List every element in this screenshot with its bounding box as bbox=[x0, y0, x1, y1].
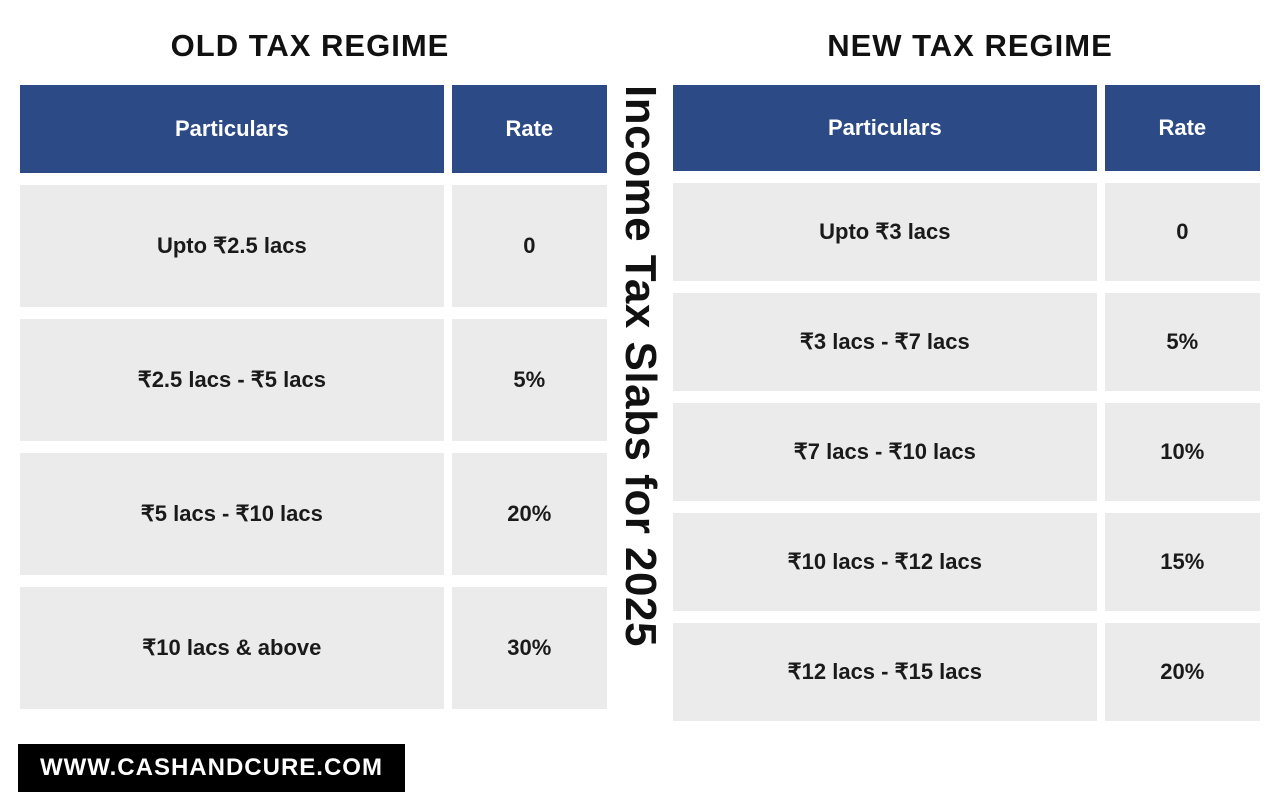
cell-rate: 0 bbox=[452, 185, 607, 307]
table-row: ₹10 lacs - ₹12 lacs15% bbox=[673, 513, 1260, 611]
table-row: Upto ₹2.5 lacs0 bbox=[20, 185, 607, 307]
tables-area: ParticularsRateUpto ₹2.5 lacs0₹2.5 lacs … bbox=[20, 85, 1260, 810]
footer-banner: WWW.CASHANDCURE.COM bbox=[18, 744, 405, 792]
infographic-root: OLD TAX REGIME NEW TAX REGIME Particular… bbox=[0, 0, 1280, 810]
cell-rate: 10% bbox=[1105, 403, 1260, 501]
table-row: ₹3 lacs - ₹7 lacs5% bbox=[673, 293, 1260, 391]
header-rate: Rate bbox=[1105, 85, 1260, 171]
table-header-row: ParticularsRate bbox=[673, 85, 1260, 171]
new-regime-table: ParticularsRateUpto ₹3 lacs0₹3 lacs - ₹7… bbox=[673, 85, 1260, 721]
cell-particulars: ₹10 lacs - ₹12 lacs bbox=[673, 513, 1097, 611]
table-row: Upto ₹3 lacs0 bbox=[673, 183, 1260, 281]
cell-particulars: ₹5 lacs - ₹10 lacs bbox=[20, 453, 444, 575]
table-row: ₹5 lacs - ₹10 lacs20% bbox=[20, 453, 607, 575]
cell-rate: 20% bbox=[452, 453, 607, 575]
header-rate: Rate bbox=[452, 85, 607, 173]
header-particulars: Particulars bbox=[673, 85, 1097, 171]
cell-particulars: Upto ₹3 lacs bbox=[673, 183, 1097, 281]
table-row: ₹12 lacs - ₹15 lacs20% bbox=[673, 623, 1260, 721]
table-row: ₹10 lacs & above30% bbox=[20, 587, 607, 709]
cell-rate: 0 bbox=[1105, 183, 1260, 281]
cell-rate: 5% bbox=[452, 319, 607, 441]
cell-particulars: ₹12 lacs - ₹15 lacs bbox=[673, 623, 1097, 721]
center-column: Income Tax Slabs for 2025 bbox=[607, 85, 673, 647]
old-regime-table: ParticularsRateUpto ₹2.5 lacs0₹2.5 lacs … bbox=[20, 85, 607, 709]
cell-rate: 30% bbox=[452, 587, 607, 709]
table-row: ₹2.5 lacs - ₹5 lacs5% bbox=[20, 319, 607, 441]
header-particulars: Particulars bbox=[20, 85, 444, 173]
table-row: ₹7 lacs - ₹10 lacs10% bbox=[673, 403, 1260, 501]
cell-particulars: Upto ₹2.5 lacs bbox=[20, 185, 444, 307]
cell-particulars: ₹7 lacs - ₹10 lacs bbox=[673, 403, 1097, 501]
cell-rate: 15% bbox=[1105, 513, 1260, 611]
cell-particulars: ₹3 lacs - ₹7 lacs bbox=[673, 293, 1097, 391]
table-header-row: ParticularsRate bbox=[20, 85, 607, 173]
old-regime-title: OLD TAX REGIME bbox=[20, 28, 600, 64]
cell-particulars: ₹10 lacs & above bbox=[20, 587, 444, 709]
new-regime-title: NEW TAX REGIME bbox=[680, 28, 1260, 64]
cell-particulars: ₹2.5 lacs - ₹5 lacs bbox=[20, 319, 444, 441]
cell-rate: 5% bbox=[1105, 293, 1260, 391]
vertical-title: Income Tax Slabs for 2025 bbox=[615, 85, 665, 647]
cell-rate: 20% bbox=[1105, 623, 1260, 721]
